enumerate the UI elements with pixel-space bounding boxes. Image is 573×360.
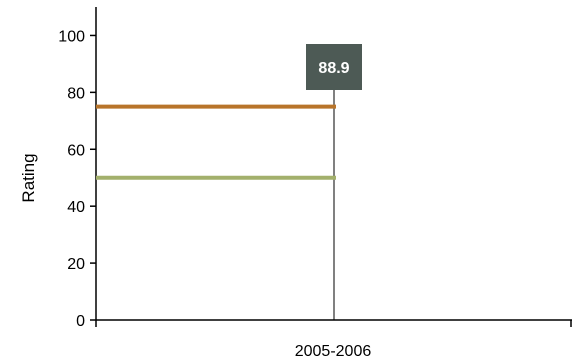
- y-tick-label: 20: [67, 256, 85, 273]
- y-tick-label: 0: [76, 313, 85, 330]
- value-callout-label: 88.9: [318, 60, 349, 77]
- value-callout-box: [306, 44, 362, 90]
- x-axis-title: 2005-2006: [295, 343, 372, 360]
- y-tick-label: 80: [67, 85, 85, 102]
- y-tick-label: 60: [67, 142, 85, 159]
- y-axis-title: Rating: [19, 153, 38, 202]
- value-callout: 88.9: [306, 44, 362, 90]
- plot-area: 0 20 40 60 80 100: [58, 7, 572, 330]
- y-tick-label: 100: [58, 28, 85, 45]
- y-tick-label: 40: [67, 199, 85, 216]
